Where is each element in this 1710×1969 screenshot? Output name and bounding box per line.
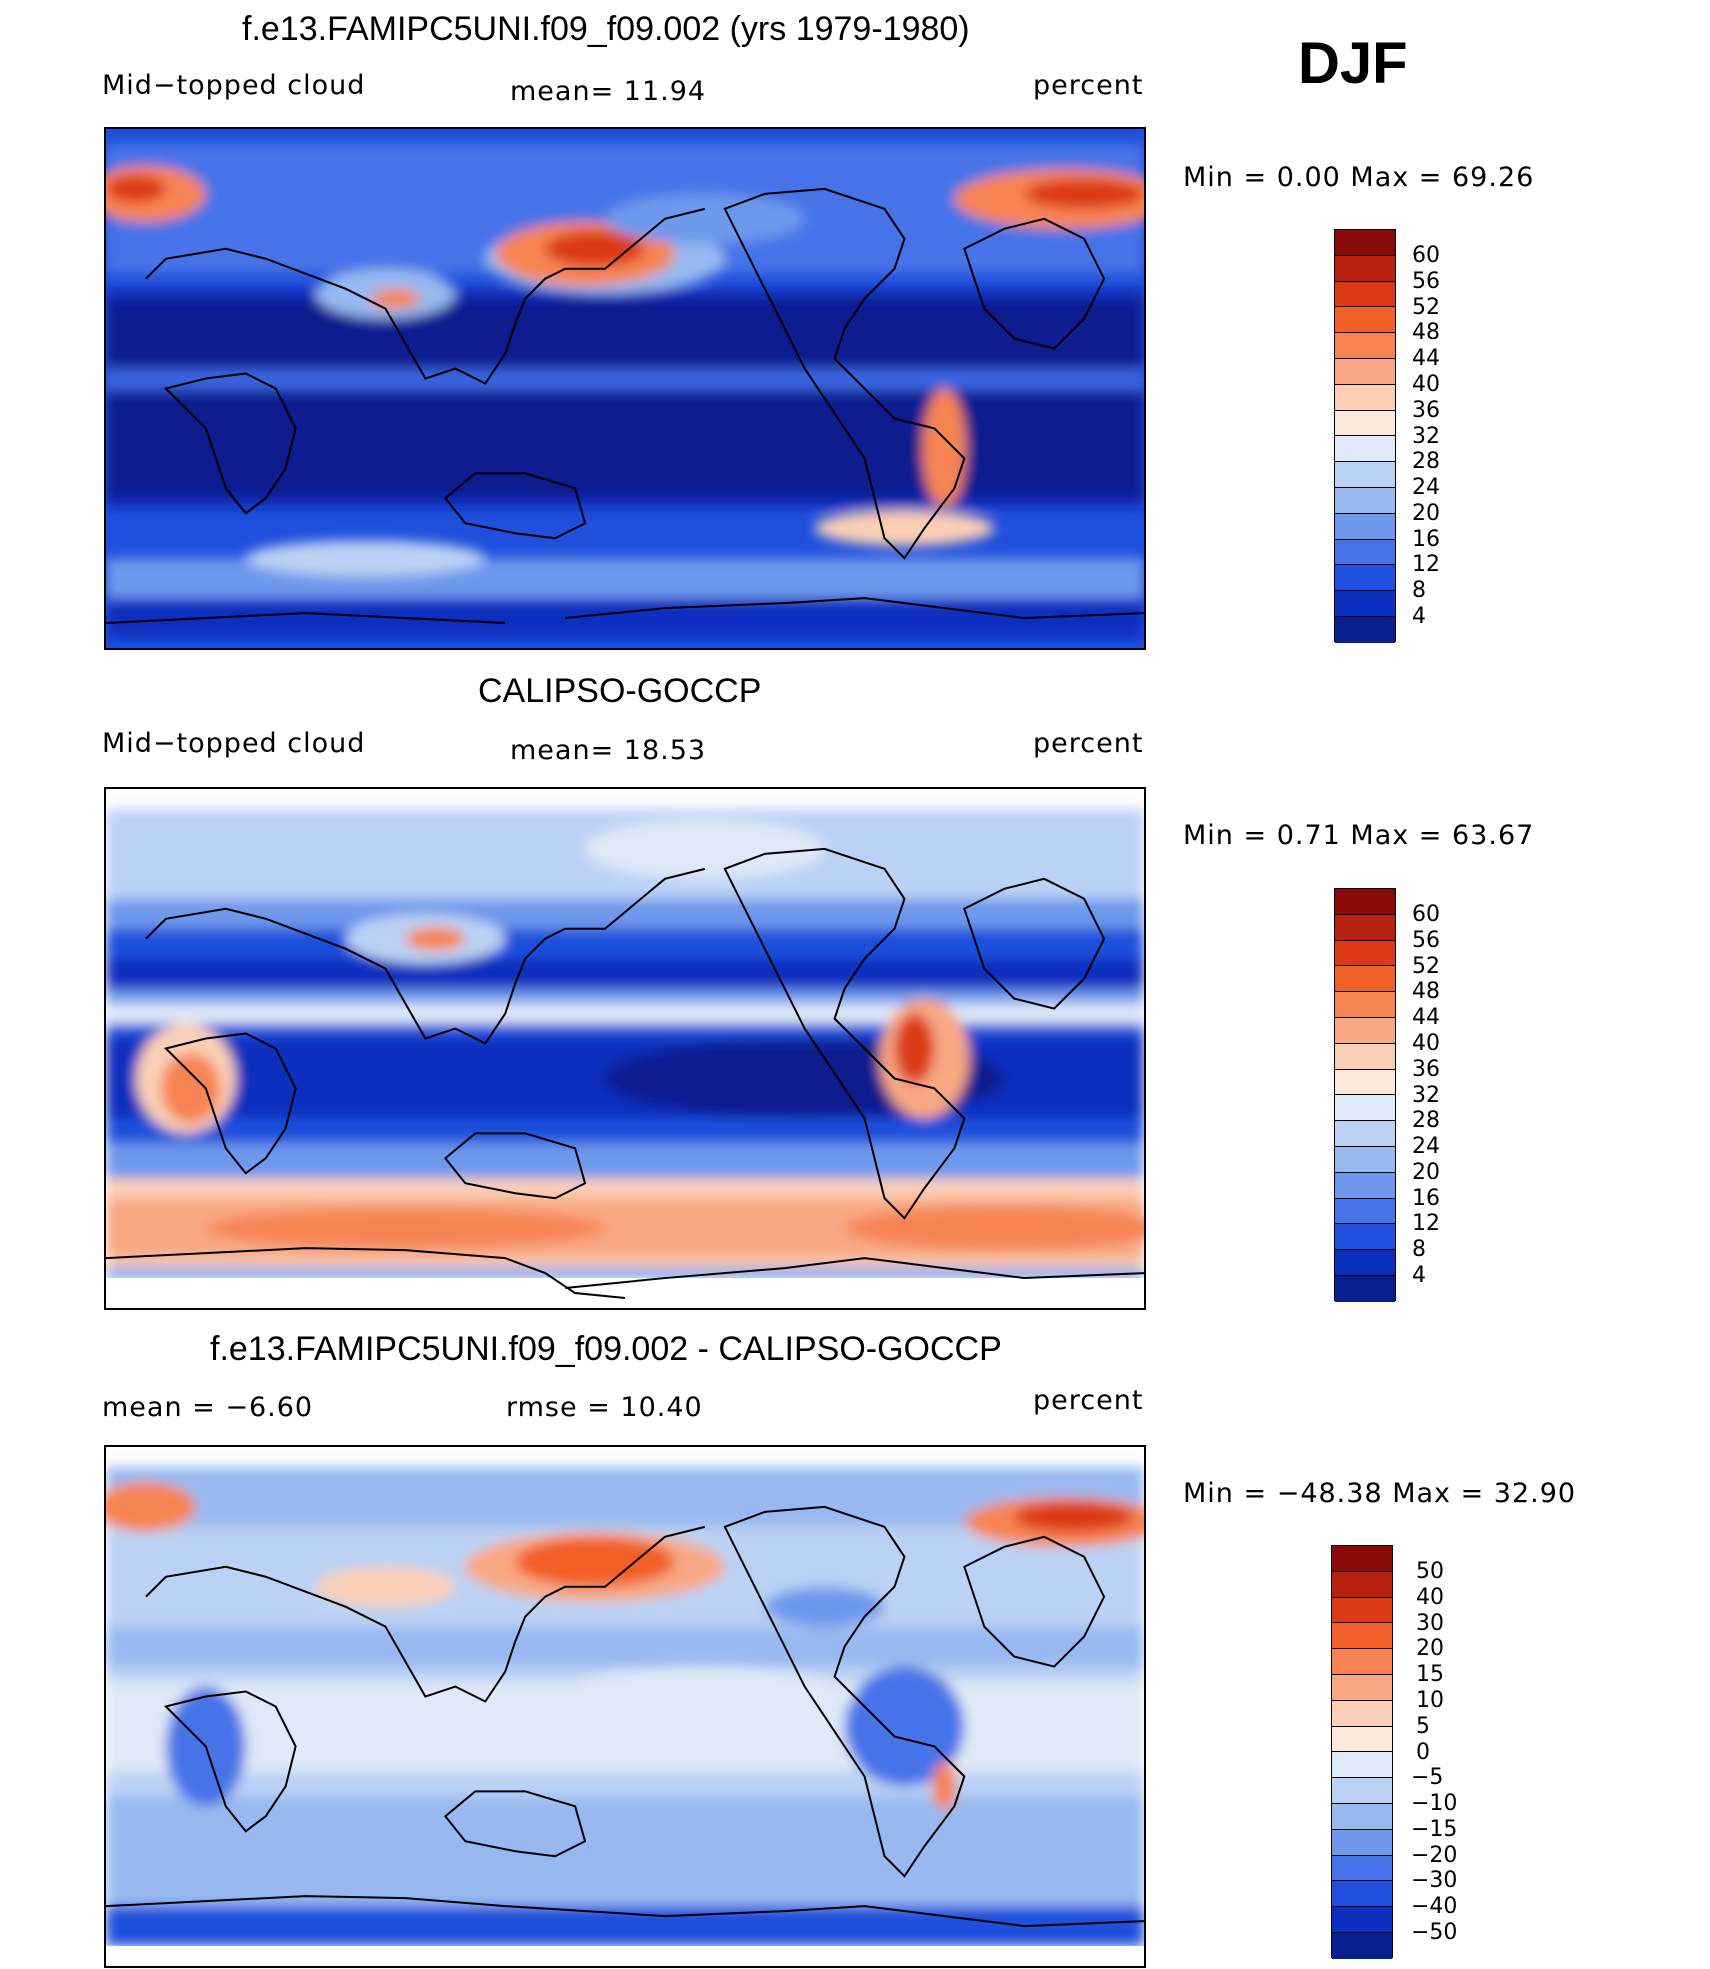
panel1-map — [104, 127, 1146, 650]
panel2-cb-label: 60 — [1412, 902, 1440, 927]
panel2-cb-label: 12 — [1412, 1211, 1440, 1236]
panel3-cb-label: 0 — [1416, 1740, 1430, 1765]
panel3-cb-label: 5 — [1416, 1714, 1430, 1739]
panel3-units-label: percent — [1033, 1385, 1144, 1416]
panel1-cb-label: 60 — [1412, 243, 1440, 268]
panel1-cb-label: 32 — [1412, 424, 1440, 449]
panel2-cb-label: 48 — [1412, 979, 1440, 1004]
panel3-cb-label: 10 — [1416, 1688, 1444, 1713]
panel1-cb-label: 12 — [1412, 552, 1440, 577]
panel1-colorbar — [1334, 229, 1396, 643]
panel1-variable-label: Mid−topped cloud — [102, 70, 366, 101]
panel2-cb-label: 28 — [1412, 1108, 1440, 1133]
panel1-cb-label: 52 — [1412, 295, 1440, 320]
panel2-cb-label: 20 — [1412, 1160, 1440, 1185]
panel2-title: CALIPSO-GOCCP — [478, 672, 762, 710]
panel2-cb-label: 4 — [1412, 1263, 1426, 1288]
panel2-cb-label: 24 — [1412, 1134, 1440, 1159]
panel3-cb-label: −30 — [1411, 1868, 1458, 1893]
panel3-minmax: Min = −48.38 Max = 32.90 — [1183, 1478, 1577, 1509]
panel3-cb-label: −5 — [1411, 1765, 1444, 1790]
panel1-units-label: percent — [1033, 70, 1144, 101]
panel2-mean-label: mean= 18.53 — [510, 735, 707, 766]
panel2-cb-label: 52 — [1412, 954, 1440, 979]
panel3-cb-label: 50 — [1416, 1559, 1444, 1584]
panel3-cb-label: −15 — [1411, 1817, 1458, 1842]
panel1-cb-label: 40 — [1412, 372, 1440, 397]
panel2-cb-label: 32 — [1412, 1083, 1440, 1108]
panel1-cb-label: 56 — [1412, 269, 1440, 294]
panel1-title: f.e13.FAMIPC5UNI.f09_f09.002 (yrs 1979-1… — [242, 10, 970, 48]
panel3-cb-label: 40 — [1416, 1585, 1444, 1610]
panel1-mean-label: mean= 11.94 — [510, 76, 707, 107]
panel1-cb-label: 8 — [1412, 578, 1426, 603]
panel3-map — [104, 1445, 1146, 1968]
panel1-cb-label: 20 — [1412, 501, 1440, 526]
panel2-cb-label: 56 — [1412, 928, 1440, 953]
panel1-cb-label: 36 — [1412, 398, 1440, 423]
panel1-cb-label: 28 — [1412, 449, 1440, 474]
season-label: DJF — [1298, 31, 1408, 96]
panel3-colorbar — [1331, 1545, 1393, 1959]
panel3-cb-label: −20 — [1411, 1843, 1458, 1868]
panel1-cb-label: 16 — [1412, 527, 1440, 552]
panel3-cb-label: 30 — [1416, 1611, 1444, 1636]
panel1-cb-label: 44 — [1412, 346, 1440, 371]
panel3-rmse-label: rmse = 10.40 — [506, 1392, 703, 1423]
panel2-cb-label: 40 — [1412, 1031, 1440, 1056]
panel2-variable-label: Mid−topped cloud — [102, 728, 366, 759]
panel3-mean-label: mean = −6.60 — [102, 1392, 314, 1423]
panel2-colorbar — [1334, 888, 1396, 1302]
panel1-cb-label: 24 — [1412, 475, 1440, 500]
panel1-minmax: Min = 0.00 Max = 69.26 — [1183, 162, 1535, 193]
panel2-cb-label: 36 — [1412, 1057, 1440, 1082]
panel3-cb-label: −50 — [1411, 1920, 1458, 1945]
panel1-cb-label: 48 — [1412, 320, 1440, 345]
panel2-units-label: percent — [1033, 728, 1144, 759]
panel2-cb-label: 8 — [1412, 1237, 1426, 1262]
panel3-cb-label: −10 — [1411, 1791, 1458, 1816]
panel1-cb-label: 4 — [1412, 604, 1426, 629]
panel3-cb-label: 20 — [1416, 1636, 1444, 1661]
panel2-minmax: Min = 0.71 Max = 63.67 — [1183, 820, 1535, 851]
panel3-cb-label: −40 — [1411, 1894, 1458, 1919]
panel2-map — [104, 787, 1146, 1310]
panel2-cb-label: 44 — [1412, 1005, 1440, 1030]
panel2-cb-label: 16 — [1412, 1186, 1440, 1211]
panel3-cb-label: 15 — [1416, 1662, 1444, 1687]
panel3-title: f.e13.FAMIPC5UNI.f09_f09.002 - CALIPSO-G… — [210, 1330, 1002, 1368]
